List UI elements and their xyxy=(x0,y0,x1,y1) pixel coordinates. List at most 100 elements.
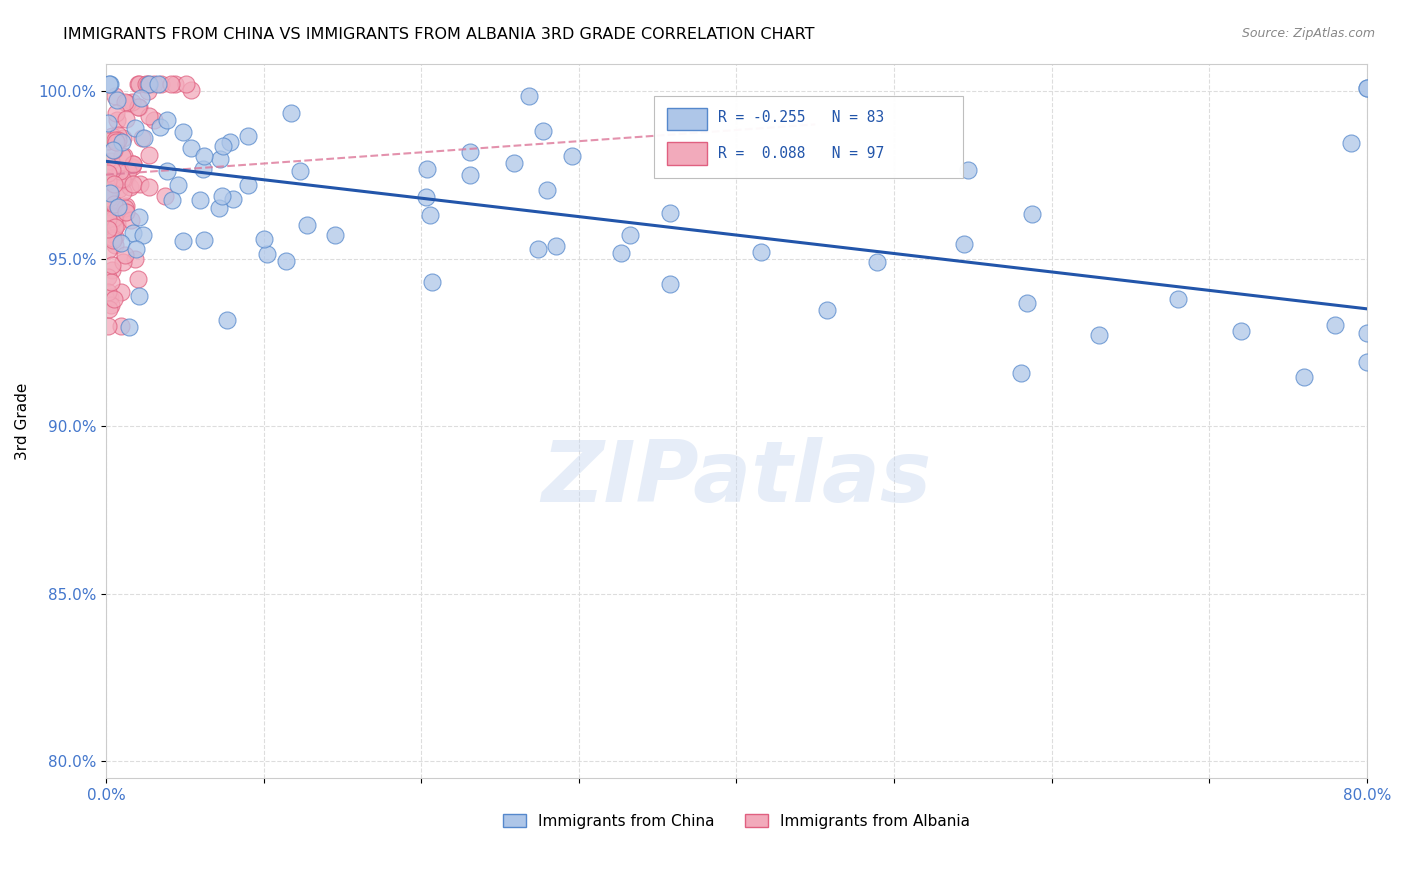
Point xyxy=(659,277,682,291)
Point xyxy=(1229,324,1251,338)
Point xyxy=(97,166,120,180)
Point xyxy=(1340,136,1362,151)
Point xyxy=(115,198,138,212)
Point xyxy=(127,77,149,91)
Point xyxy=(112,255,135,269)
Text: Source: ZipAtlas.com: Source: ZipAtlas.com xyxy=(1241,27,1375,40)
Point xyxy=(114,204,136,219)
Point xyxy=(104,229,127,244)
Point xyxy=(112,186,135,200)
Point xyxy=(193,233,215,247)
Point xyxy=(107,128,129,143)
Point xyxy=(180,141,202,155)
Point xyxy=(193,149,215,163)
Point xyxy=(107,93,129,107)
Point xyxy=(104,136,127,150)
Text: R =  0.088   N = 97: R = 0.088 N = 97 xyxy=(717,145,884,161)
Point xyxy=(619,228,641,243)
Point xyxy=(104,238,127,252)
Point xyxy=(110,318,132,333)
Point xyxy=(211,189,233,203)
Point xyxy=(118,319,141,334)
Point xyxy=(100,216,122,230)
Point xyxy=(956,162,979,177)
Point xyxy=(111,172,134,186)
Point xyxy=(129,177,152,191)
Point xyxy=(191,161,214,176)
Point xyxy=(97,134,120,148)
Point xyxy=(103,197,125,211)
Point xyxy=(97,270,120,285)
Point xyxy=(208,201,231,215)
Point xyxy=(1010,366,1032,380)
Point xyxy=(458,145,481,159)
Point xyxy=(121,160,143,174)
Point xyxy=(97,199,120,213)
Y-axis label: 3rd Grade: 3rd Grade xyxy=(15,383,30,460)
Point xyxy=(659,206,682,220)
Point xyxy=(212,139,235,153)
Point xyxy=(180,83,202,97)
Point xyxy=(124,252,146,266)
Point xyxy=(172,235,194,249)
Point xyxy=(280,106,302,120)
Point xyxy=(1355,80,1378,95)
Point xyxy=(188,194,211,208)
Point xyxy=(138,148,160,162)
Point xyxy=(100,275,122,289)
Point xyxy=(153,189,176,203)
Point xyxy=(114,205,136,219)
Point xyxy=(97,318,120,333)
Point xyxy=(108,182,131,196)
Point xyxy=(112,173,135,187)
Point xyxy=(517,88,540,103)
Point xyxy=(502,156,524,170)
Point xyxy=(127,100,149,114)
Point xyxy=(221,192,243,206)
Point xyxy=(100,217,122,231)
Point xyxy=(135,77,157,91)
Point xyxy=(138,77,160,91)
Point xyxy=(100,153,122,168)
Point xyxy=(132,131,155,145)
Point xyxy=(236,128,259,143)
Point xyxy=(121,178,143,192)
Point xyxy=(276,253,298,268)
Point xyxy=(138,109,160,123)
Point xyxy=(98,290,121,304)
Point xyxy=(420,275,443,289)
Point xyxy=(105,202,128,216)
Point xyxy=(208,153,231,167)
Point xyxy=(288,163,311,178)
Point xyxy=(103,143,125,157)
Point xyxy=(97,116,120,130)
Point xyxy=(121,95,143,109)
Point xyxy=(253,232,276,246)
Point xyxy=(256,246,278,260)
FancyBboxPatch shape xyxy=(654,96,963,178)
Point xyxy=(111,149,134,163)
Point xyxy=(107,200,129,214)
Point xyxy=(544,239,567,253)
Point xyxy=(1324,318,1347,332)
Point xyxy=(160,193,183,207)
Point xyxy=(415,189,437,203)
Point xyxy=(143,77,166,91)
Point xyxy=(97,174,120,188)
Point xyxy=(98,186,121,200)
Point xyxy=(953,236,976,251)
Point xyxy=(148,77,170,91)
Point xyxy=(172,125,194,139)
Point xyxy=(124,121,146,136)
Point xyxy=(101,263,124,277)
Point xyxy=(166,178,188,193)
Point xyxy=(103,178,125,192)
Point xyxy=(150,77,173,91)
Point xyxy=(131,131,153,145)
Point xyxy=(1088,328,1111,343)
Point xyxy=(174,77,197,91)
Text: ZIPatlas: ZIPatlas xyxy=(541,437,932,520)
Point xyxy=(561,149,583,163)
Point xyxy=(458,168,481,182)
Point xyxy=(104,219,127,234)
